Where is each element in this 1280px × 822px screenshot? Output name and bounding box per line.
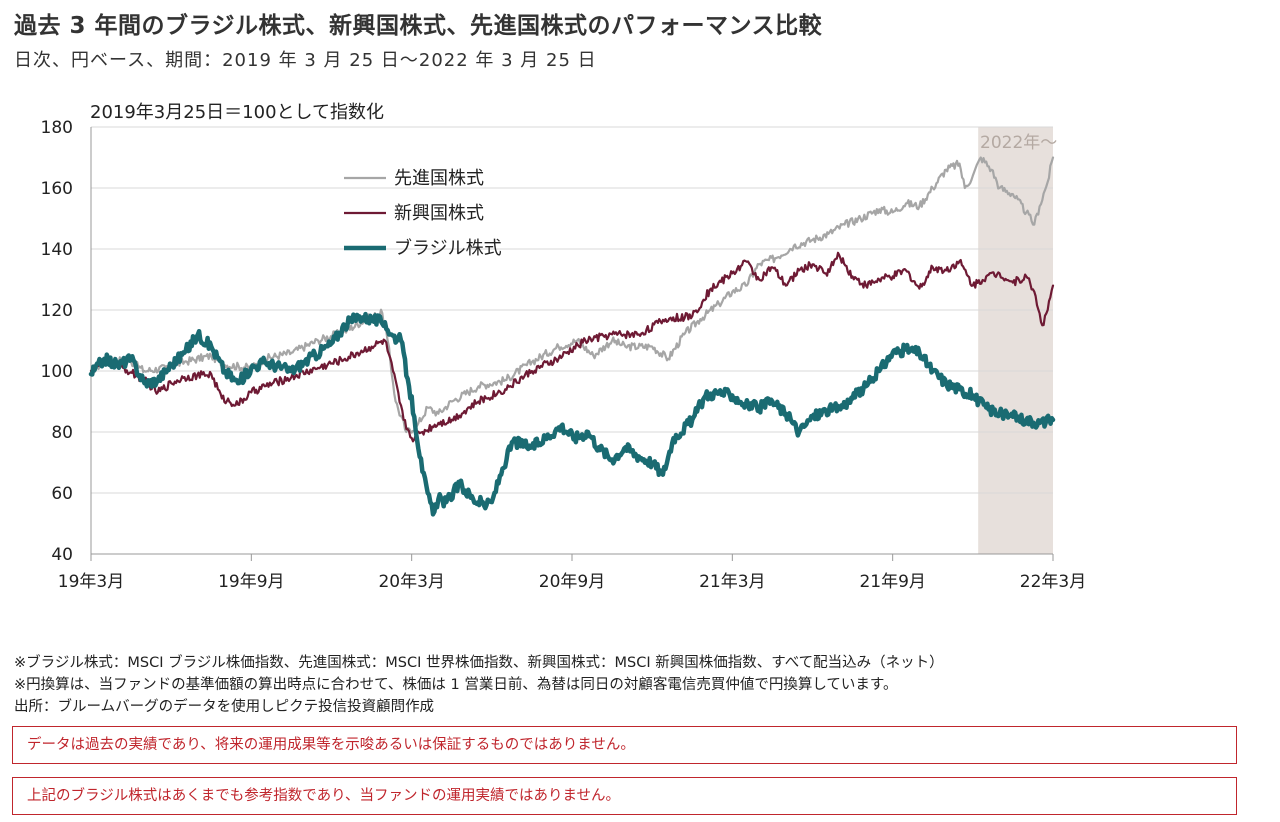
index-note: 2019年3月25日＝100として指数化 — [90, 102, 384, 123]
chart-subtitle: 日次、円ベース、期間：2019 年 3 月 25 日～2022 年 3 月 25… — [14, 50, 597, 71]
y-tick-label: 100 — [41, 362, 73, 382]
legend-label: 新興国株式 — [394, 203, 484, 224]
legend-label: 先進国株式 — [394, 168, 484, 189]
y-tick-label: 120 — [41, 301, 73, 321]
footnote-source: 出所：ブルームバーグのデータを使用しピクテ投信投資顧問作成 — [14, 699, 435, 715]
y-tick-label: 140 — [41, 240, 73, 260]
disclaimer-past-performance: データは過去の実績であり、将来の運用成果等を示唆あるいは保証するものではありませ… — [12, 726, 1237, 764]
x-tick-label: 22年3月 — [1020, 572, 1086, 592]
series-layer — [88, 156, 1056, 517]
x-tick-label: 19年3月 — [58, 572, 124, 592]
footnotes: ※ブラジル株式：MSCI ブラジル株価指数、先進国株式：MSCI 世界株価指数、… — [14, 652, 944, 718]
footnote-currency-conversion: ※円換算は、当ファンドの基準価額の算出時点に合わせて、株価は 1 営業日前、為替… — [14, 677, 898, 693]
highlight-label: 2022年～ — [980, 133, 1057, 153]
x-tick-label: 21年3月 — [699, 572, 765, 592]
legend-label: ブラジル株式 — [394, 237, 502, 259]
x-tick-label: 20年9月 — [539, 572, 605, 592]
y-tick-label: 180 — [41, 118, 73, 138]
axes: 40 60 80 100 120 140 160 180 19年3月 19年9月 20年3月 20年9… — [41, 118, 1087, 592]
line-chart: 40 60 80 100 120 140 160 180 19年3月 19年9月 20年3月 20年9… — [41, 102, 1087, 592]
y-tick-label: 40 — [51, 545, 73, 565]
y-tick-label: 160 — [41, 179, 73, 199]
x-tick-label: 20年3月 — [378, 572, 444, 592]
footnote-index-sources: ※ブラジル株式：MSCI ブラジル株価指数、先進国株式：MSCI 世界株価指数、… — [14, 655, 944, 671]
y-tick-label: 80 — [51, 423, 73, 443]
series-line-0 — [89, 156, 1055, 434]
disclaimer-reference-index: 上記のブラジル株式はあくまでも参考指数であり、当ファンドの運用実績ではありません… — [12, 777, 1237, 815]
chart-title: 過去 3 年間のブラジル株式、新興国株式、先進国株式のパフォーマンス比較 — [14, 13, 823, 39]
x-tick-label: 19年9月 — [218, 572, 284, 592]
y-tick-label: 60 — [51, 484, 73, 504]
series-line-2 — [88, 311, 1056, 517]
series-line-1 — [89, 251, 1055, 443]
highlight-band-2022 — [978, 127, 1053, 554]
x-tick-label: 21年9月 — [859, 572, 925, 592]
